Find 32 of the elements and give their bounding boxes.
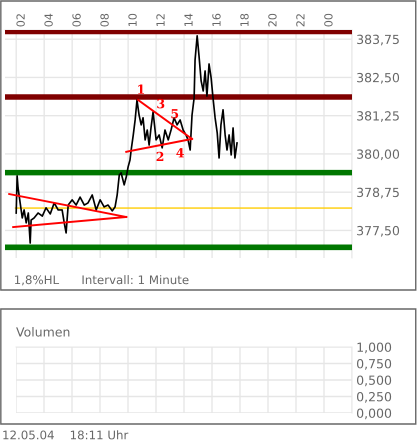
y-tick-label: 383,75 xyxy=(357,34,399,46)
x-tick-label: 22 xyxy=(296,14,304,26)
y-tick-label: 380,00 xyxy=(357,149,400,160)
y-tick-label: 0,000 xyxy=(356,408,392,420)
x-tick-label: 00 xyxy=(324,14,333,26)
text: 1,8%HL xyxy=(14,275,60,286)
y-tick-label: 0,500 xyxy=(356,375,392,386)
x-tick-label: 04 xyxy=(44,14,53,26)
annotation: 2 xyxy=(156,152,164,162)
y-tick-label: 0,750 xyxy=(356,358,392,370)
text: 12.05.04 18:11 Uhr xyxy=(3,430,128,440)
x-tick-label: 08 xyxy=(100,14,109,26)
x-tick-label: 06 xyxy=(72,14,81,26)
x-tick-label: 16 xyxy=(212,14,221,26)
annotation: 4 xyxy=(176,148,184,158)
chart-title: Volumen xyxy=(16,326,70,337)
annotation: 3 xyxy=(157,98,164,108)
x-tick-label: 20 xyxy=(268,14,277,26)
y-tick-label: 378,75 xyxy=(357,188,399,198)
annotation: 1 xyxy=(138,84,144,94)
x-tick-label: 14 xyxy=(184,14,193,26)
y-tick-label: 381,25 xyxy=(357,111,399,122)
x-tick-label: 10 xyxy=(128,14,137,26)
x-tick-label: 12 xyxy=(156,14,165,26)
y-tick-label: 377,50 xyxy=(357,226,400,237)
x-tick-label: 18 xyxy=(240,14,249,26)
text: Intervall: 1 Minute xyxy=(82,275,189,284)
annotation: 5 xyxy=(171,109,178,118)
y-tick-label: 382,50 xyxy=(357,72,400,84)
x-tick-label: 02 xyxy=(16,14,25,26)
y-tick-label: 0,250 xyxy=(356,392,392,403)
y-tick-label: 1,000 xyxy=(358,342,392,354)
